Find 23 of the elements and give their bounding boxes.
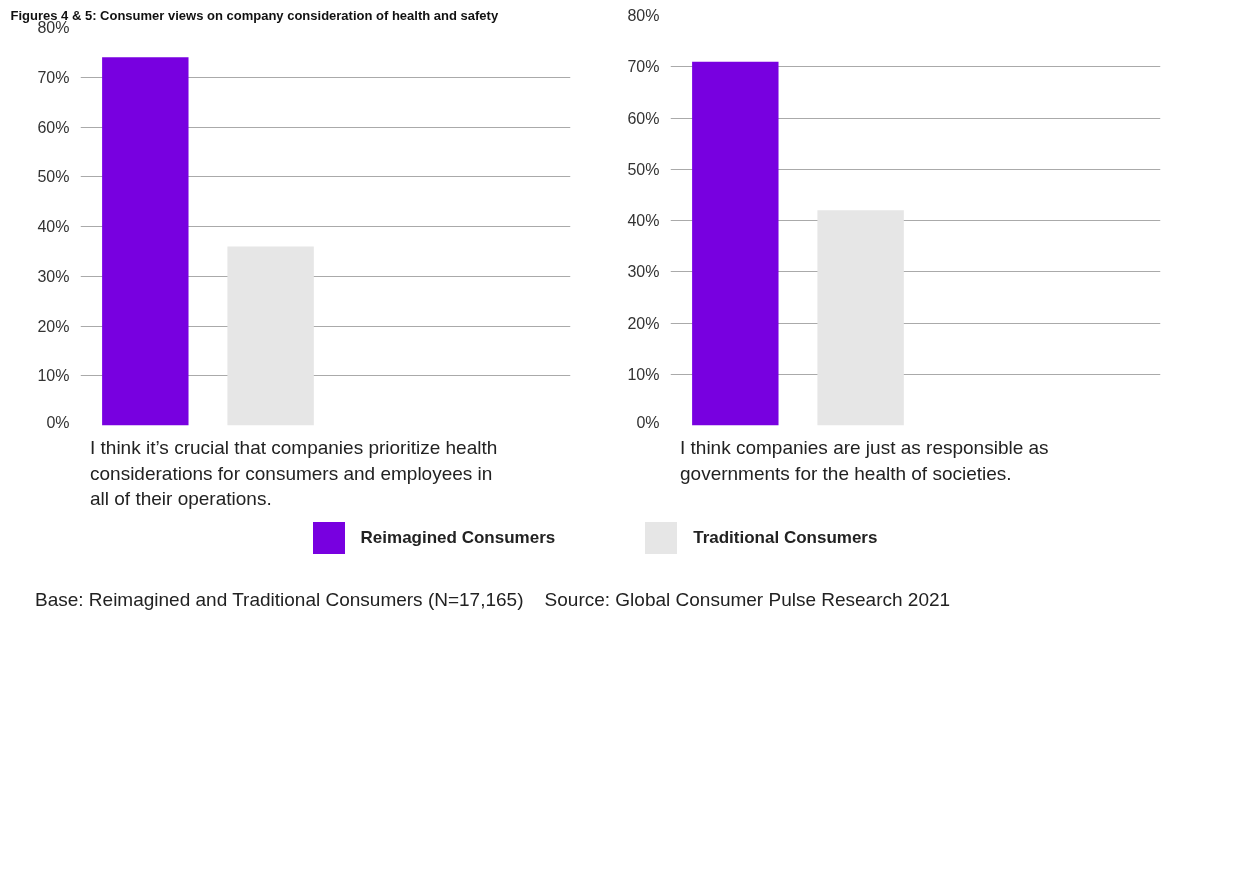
- legend-label: Traditional Consumers: [693, 526, 878, 549]
- y-tick-label: 80%: [37, 19, 70, 36]
- legend-label: Reimagined Consumers: [360, 526, 556, 549]
- y-tick-label: 60%: [37, 118, 70, 136]
- y-tick-label: 0%: [46, 413, 70, 431]
- y-tick-label: 50%: [627, 160, 660, 178]
- y-tick-label: 0%: [636, 413, 660, 431]
- y-tick-label: 30%: [37, 267, 70, 285]
- text: Base: Reimagined and Traditional Consumers (N=17,165) Source: Global Consumer Pulse Research 2021: [35, 589, 951, 611]
- y-tick-label: 50%: [37, 168, 70, 186]
- y-tick-label: 10%: [37, 367, 70, 385]
- y-tick-label: 70%: [37, 68, 70, 86]
- y-tick-label: 80%: [627, 7, 660, 24]
- y-tick-label: 30%: [627, 263, 660, 281]
- y-tick-label: 60%: [627, 109, 660, 127]
- x-axis-title: I think it’s crucial that companies prioritize health considerations for consumers and employees in all of their operations.: [90, 436, 499, 512]
- y-tick-label: 20%: [627, 314, 660, 332]
- x-axis-title: I think companies are just as responsible as governments for the health of societies.: [680, 436, 1050, 486]
- y-tick-label: 10%: [627, 365, 660, 383]
- y-tick-label: 20%: [37, 317, 70, 335]
- y-tick-label: 40%: [627, 212, 660, 229]
- y-tick-label: 40%: [37, 218, 70, 235]
- y-tick-label: 70%: [627, 58, 660, 76]
